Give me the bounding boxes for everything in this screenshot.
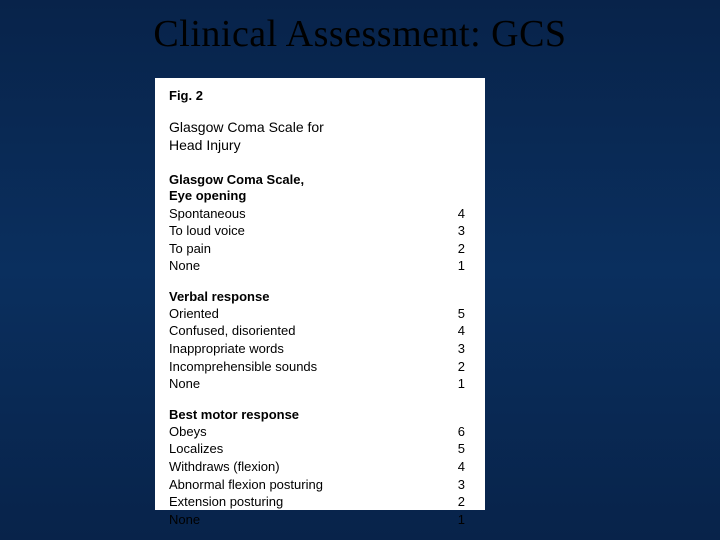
score-row: None1 (169, 375, 471, 393)
score-row: Extension posturing2 (169, 493, 471, 511)
score-row: Localizes5 (169, 440, 471, 458)
score-row: Inappropriate words3 (169, 340, 471, 358)
row-score: 3 (445, 476, 471, 494)
row-score: 5 (445, 440, 471, 458)
slide-title: Clinical Assessment: GCS (0, 0, 720, 56)
row-score: 2 (445, 493, 471, 511)
figure-label: Fig. 2 (169, 88, 471, 103)
row-label: None (169, 375, 445, 393)
section-heading: Glasgow Coma Scale,Eye opening (169, 172, 349, 205)
slide: Clinical Assessment: GCS Fig. 2 Glasgow … (0, 0, 720, 540)
score-row: Oriented5 (169, 305, 471, 323)
row-label: Withdraws (flexion) (169, 458, 445, 476)
row-label: Confused, disoriented (169, 322, 445, 340)
row-label: To loud voice (169, 222, 445, 240)
row-score: 4 (445, 205, 471, 223)
row-label: Spontaneous (169, 205, 445, 223)
row-label: Inappropriate words (169, 340, 445, 358)
row-score: 5 (445, 305, 471, 323)
row-score: 4 (445, 458, 471, 476)
score-row: Incomprehensible sounds2 (169, 358, 471, 376)
score-row: Withdraws (flexion)4 (169, 458, 471, 476)
row-score: 2 (445, 240, 471, 258)
score-row: Abnormal flexion posturing3 (169, 476, 471, 494)
row-label: Obeys (169, 423, 445, 441)
gcs-section: Glasgow Coma Scale,Eye openingSpontaneou… (169, 172, 471, 275)
gcs-section: Verbal responseOriented5Confused, disori… (169, 289, 471, 393)
gcs-section: Best motor responseObeys6Localizes5Withd… (169, 407, 471, 529)
row-score: 3 (445, 340, 471, 358)
row-score: 2 (445, 358, 471, 376)
score-row: To pain2 (169, 240, 471, 258)
score-row: Confused, disoriented4 (169, 322, 471, 340)
score-row: To loud voice3 (169, 222, 471, 240)
row-label: To pain (169, 240, 445, 258)
score-row: None1 (169, 257, 471, 275)
panel-subtitle: Glasgow Coma Scale for Head Injury (169, 119, 349, 154)
section-heading: Best motor response (169, 407, 349, 423)
section-heading: Verbal response (169, 289, 349, 305)
row-label: None (169, 257, 445, 275)
gcs-panel: Fig. 2 Glasgow Coma Scale for Head Injur… (155, 78, 485, 510)
row-label: Oriented (169, 305, 445, 323)
score-row: None1 (169, 511, 471, 529)
row-label: Extension posturing (169, 493, 445, 511)
score-row: Obeys6 (169, 423, 471, 441)
row-label: Abnormal flexion posturing (169, 476, 445, 494)
row-label: Localizes (169, 440, 445, 458)
row-label: None (169, 511, 445, 529)
sections-container: Glasgow Coma Scale,Eye openingSpontaneou… (169, 172, 471, 528)
row-score: 1 (445, 511, 471, 529)
row-label: Incomprehensible sounds (169, 358, 445, 376)
row-score: 1 (445, 257, 471, 275)
row-score: 4 (445, 322, 471, 340)
row-score: 3 (445, 222, 471, 240)
row-score: 1 (445, 375, 471, 393)
score-row: Spontaneous4 (169, 205, 471, 223)
row-score: 6 (445, 423, 471, 441)
